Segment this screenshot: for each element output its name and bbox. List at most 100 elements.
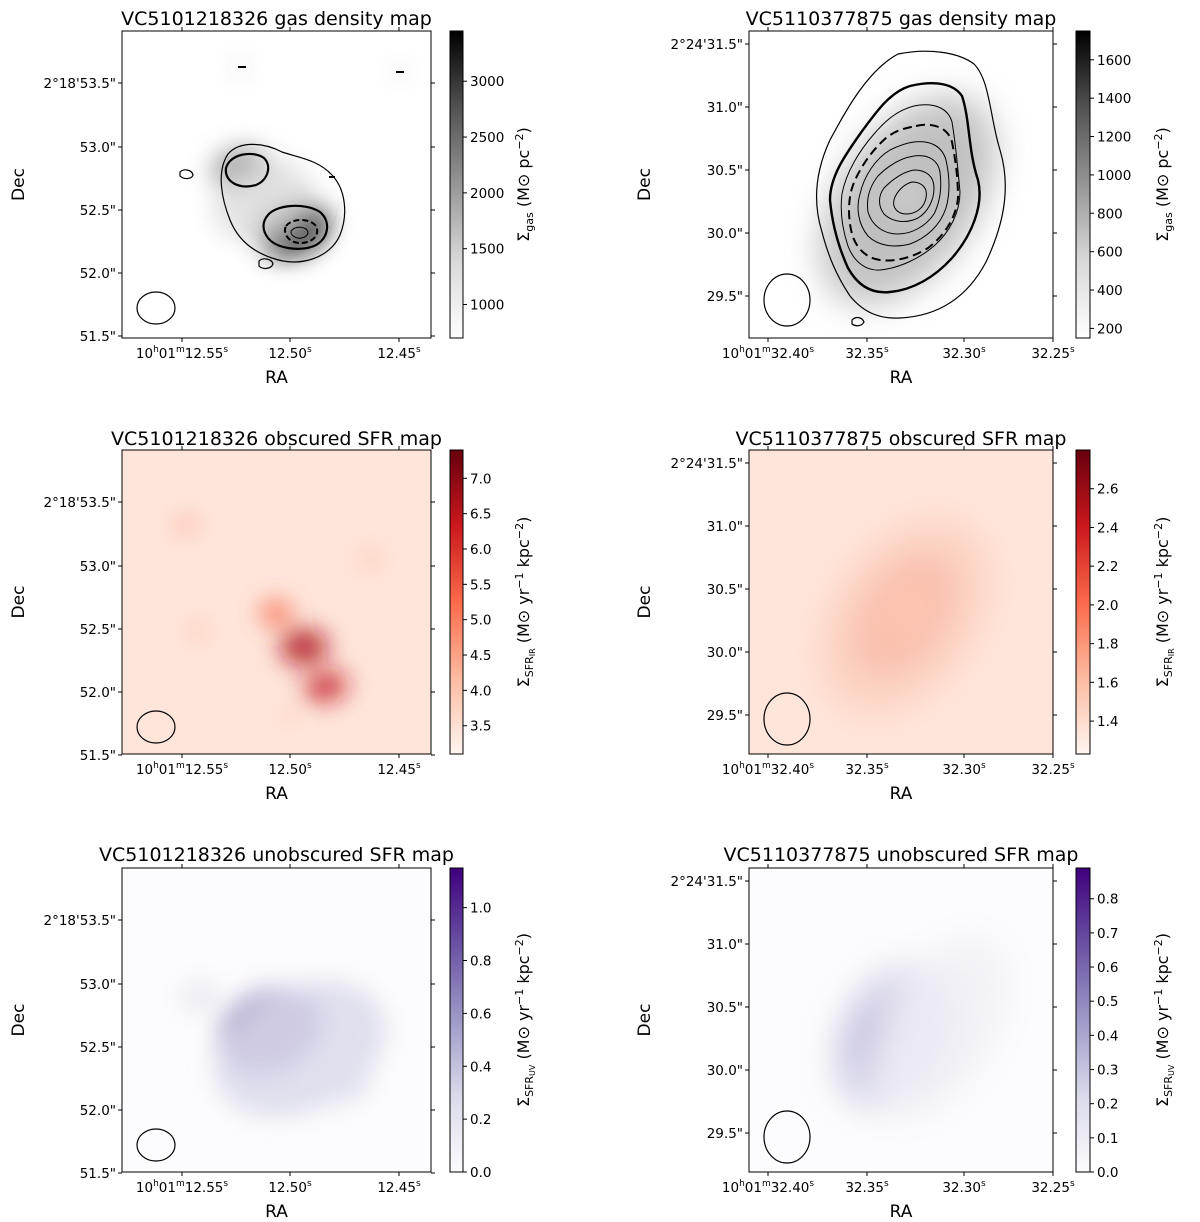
colorbar-gradient <box>449 30 464 339</box>
y-tick-label: 30.5" <box>707 582 743 598</box>
colorbar-tick-label: 7.0 <box>470 471 491 487</box>
colorbar-tick-label: 0.2 <box>1097 1097 1118 1113</box>
colorbar-tick-label: 1.8 <box>1097 637 1118 653</box>
x-tick-label: 32.30s <box>942 761 986 778</box>
y-tick-label: 52.5" <box>80 203 116 219</box>
colorbar-tick-label: 0.7 <box>1097 926 1118 942</box>
y-tick-label: 52.5" <box>80 622 116 638</box>
colorbar-gradient <box>449 449 464 755</box>
y-axis-label: Dec <box>635 1004 655 1037</box>
x-tick-label: 32.35s <box>845 1179 889 1196</box>
x-tick-label: 32.35s <box>845 761 889 778</box>
y-tick-label: 30.5" <box>707 1000 743 1016</box>
x-axis-label: RA <box>890 784 913 804</box>
colorbar-tick-label: 5.0 <box>470 613 491 629</box>
y-tick-label: 52.5" <box>80 1040 116 1056</box>
colorbar-gradient <box>1075 449 1091 755</box>
plot-frame <box>748 867 1054 1173</box>
y-tick-label: 29.5" <box>707 289 743 305</box>
x-tick-label: 12.50s <box>268 345 312 362</box>
y-tick-label: 30.0" <box>707 226 743 242</box>
y-tick-label: 52.0" <box>80 685 116 701</box>
y-tick-label: 29.5" <box>707 708 743 724</box>
colorbar-tick-label: 0.1 <box>1097 1131 1118 1147</box>
x-axis-label: RA <box>890 368 913 388</box>
x-tick-label: 12.50s <box>268 761 312 778</box>
contour-4 <box>848 123 960 262</box>
y-tick-label: 2°24'31.5" <box>671 37 744 53</box>
colorbar-tick-label: 2.6 <box>1097 482 1118 498</box>
colorbar-tick-label: 2000 <box>470 186 504 202</box>
colorbar-tick-label: 2.0 <box>1097 598 1118 614</box>
y-tick-label: 53.0" <box>80 977 116 993</box>
emission-blob-3 <box>870 935 1010 1119</box>
heatmap-emission <box>180 981 386 1117</box>
x-axis-label: RA <box>265 1202 288 1222</box>
heatmap-emission <box>174 519 382 721</box>
x-axis-label: RA <box>265 784 288 804</box>
contour-9 <box>851 316 865 327</box>
plot-frame <box>748 449 1054 755</box>
y-axis-label: Dec <box>9 586 29 619</box>
plot-frame <box>748 30 1054 339</box>
y-tick-label: 52.0" <box>80 1103 116 1119</box>
y-axis-label: Dec <box>9 168 29 201</box>
contour-4 <box>284 219 319 245</box>
beam-ellipse <box>136 710 176 744</box>
panel-3: VC5101218326 obscured SFR map 2°18'53.5" 5… <box>9 428 537 804</box>
colorbar-gradient <box>449 867 464 1173</box>
x-axis-label: RA <box>890 1202 913 1222</box>
emission-blob-1 <box>280 629 328 665</box>
y-tick-label: 31.0" <box>707 937 743 953</box>
colorbar: 0.0 0.1 0.2 0.3 0.4 0.5 0.6 0.7 0.8 ΣSFRUV (M⊙ yr… <box>1075 867 1176 1181</box>
colorbar-tick-label: 2.4 <box>1097 520 1118 536</box>
y-tick-label: 2°18'53.5" <box>44 76 117 92</box>
colorbar-tick-label: 800 <box>1097 206 1123 222</box>
colorbar-tick-label: 4.0 <box>470 683 491 699</box>
colorbar-tick-label: 1.4 <box>1097 714 1118 730</box>
colorbar: 3.5 4.0 4.5 5.0 5.5 6.0 6.5 7.0 ΣSFRIR (M⊙ yr−1 … <box>449 449 537 755</box>
x-tick-label: 32.25s <box>1031 761 1075 778</box>
heatmap-emission <box>818 517 992 717</box>
y-tick-label: 53.0" <box>80 140 116 156</box>
plot-frame <box>121 30 432 339</box>
y-tick-label: 2°24'31.5" <box>671 874 744 890</box>
colorbar-gradient <box>1075 30 1091 339</box>
colorbar-tick-label: 0.4 <box>1097 1028 1118 1044</box>
emission-blob-7 <box>285 709 295 721</box>
panel-title: VC5110377875 obscured SFR map <box>736 428 1067 450</box>
x-tick-label: 32.30s <box>942 1179 986 1196</box>
colorbar-tick-label: 1000 <box>1097 168 1131 184</box>
y-axis-label: Dec <box>635 168 655 201</box>
contour-6 <box>867 155 942 235</box>
gas-contours <box>179 66 404 270</box>
colorbar-tick-label: 3.5 <box>470 719 491 735</box>
contour-1 <box>220 143 346 263</box>
colorbar-tick-label: 0.0 <box>1097 1165 1118 1181</box>
contour-2 <box>224 152 270 188</box>
x-tick-label: 10h01m12.55s <box>136 761 229 778</box>
beam-ellipse <box>763 692 811 746</box>
y-tick-label: 2°18'53.5" <box>44 495 117 511</box>
beam-ellipse <box>136 1128 176 1162</box>
colorbar-tick-label: 600 <box>1097 245 1123 261</box>
plot-frame <box>121 449 432 755</box>
colorbar-tick-label: 5.5 <box>470 577 491 593</box>
colorbar-tick-label: 1400 <box>1097 91 1131 107</box>
colorbar-label: ΣSFRIR (M⊙ yr−1 kpc−2) <box>513 517 537 688</box>
gas-contours <box>815 50 1006 327</box>
emission-blob-4 <box>174 519 198 531</box>
contour-7 <box>258 258 274 270</box>
colorbar-label: Σgas (M⊙ pc−2) <box>1152 127 1175 242</box>
plot-frame <box>121 867 432 1173</box>
colorbar-tick-label: 400 <box>1097 283 1123 299</box>
x-tick-label: 32.25s <box>1031 1179 1075 1196</box>
colorbar: 200 400 600 800 1000 1200 1400 1600 Σgas (M⊙ pc−… <box>1075 30 1175 339</box>
colorbar-tick-label: 1200 <box>1097 130 1131 146</box>
emission-blob-6 <box>192 621 204 641</box>
y-tick-label: 30.5" <box>707 163 743 179</box>
emission-blob-3 <box>260 601 292 625</box>
y-tick-label: 2°18'53.5" <box>44 913 117 929</box>
contour-2 <box>828 82 981 294</box>
colorbar-label: ΣSFRIR (M⊙ yr−1 kpc−2) <box>1152 517 1176 688</box>
